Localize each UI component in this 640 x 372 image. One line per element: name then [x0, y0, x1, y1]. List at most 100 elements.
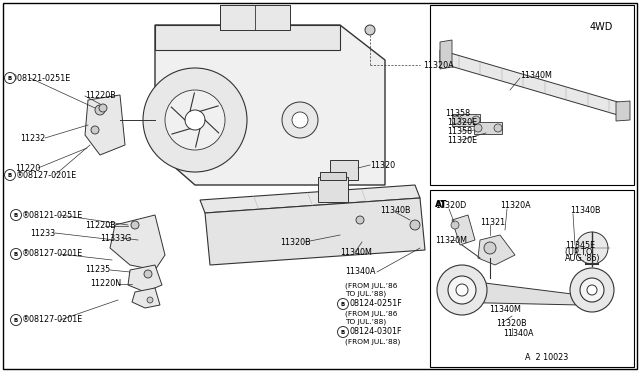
Circle shape	[337, 327, 349, 337]
Text: 11232: 11232	[20, 134, 45, 142]
Circle shape	[10, 209, 22, 221]
Text: 08124-0251F: 08124-0251F	[350, 299, 403, 308]
Text: ®08127-0201E: ®08127-0201E	[16, 170, 77, 180]
Circle shape	[99, 104, 107, 112]
Circle shape	[131, 221, 139, 229]
Text: 11320A: 11320A	[423, 61, 454, 70]
Text: 11320: 11320	[370, 160, 395, 170]
Text: (FROM JUL.’86: (FROM JUL.’86	[345, 311, 397, 317]
Polygon shape	[205, 198, 425, 265]
Bar	[318, 177, 348, 202]
Circle shape	[337, 298, 349, 310]
Circle shape	[451, 221, 459, 229]
Circle shape	[147, 297, 153, 303]
Circle shape	[448, 276, 476, 304]
Text: 11320E: 11320E	[447, 118, 477, 126]
Text: 11340A: 11340A	[503, 328, 534, 337]
Text: 11320B: 11320B	[280, 237, 310, 247]
Text: 11320A: 11320A	[500, 201, 531, 209]
Circle shape	[452, 116, 460, 124]
Polygon shape	[110, 215, 165, 270]
Text: 11340A: 11340A	[345, 267, 376, 276]
Text: 11220: 11220	[15, 164, 40, 173]
Circle shape	[570, 268, 614, 312]
Circle shape	[484, 242, 496, 254]
Text: 11220B: 11220B	[85, 90, 116, 99]
Text: 11235: 11235	[85, 266, 110, 275]
Text: AT: AT	[435, 200, 447, 209]
Polygon shape	[616, 101, 630, 121]
Text: 11320B: 11320B	[496, 318, 527, 327]
Text: TO JUL.’88): TO JUL.’88)	[345, 319, 387, 325]
Text: B: B	[14, 212, 18, 218]
Text: 11345E: 11345E	[565, 241, 595, 250]
Bar	[430, 190, 634, 367]
Circle shape	[10, 248, 22, 260]
Polygon shape	[445, 278, 580, 305]
Bar	[330, 160, 358, 180]
Text: (FROM JUL.’88): (FROM JUL.’88)	[345, 339, 401, 345]
Text: 11320E: 11320E	[447, 135, 477, 144]
Circle shape	[292, 112, 308, 128]
Text: 11220B: 11220B	[85, 221, 116, 230]
Polygon shape	[440, 40, 452, 69]
Circle shape	[95, 105, 105, 115]
Circle shape	[365, 25, 375, 35]
Circle shape	[91, 126, 99, 134]
Bar	[320, 172, 346, 180]
Circle shape	[587, 285, 597, 295]
Text: (FROM JUL.’86: (FROM JUL.’86	[345, 283, 397, 289]
Circle shape	[410, 220, 420, 230]
Text: 08124-0301F: 08124-0301F	[350, 327, 403, 337]
Text: B: B	[14, 317, 18, 323]
Polygon shape	[220, 5, 290, 30]
Circle shape	[580, 278, 604, 302]
Polygon shape	[132, 288, 160, 308]
Text: B: B	[341, 301, 345, 307]
Text: 11320M: 11320M	[435, 235, 467, 244]
Text: ®08121-0251E: ®08121-0251E	[22, 211, 83, 219]
Bar	[430, 5, 634, 185]
Text: B: B	[8, 173, 12, 177]
Circle shape	[10, 314, 22, 326]
Text: 11340M: 11340M	[489, 305, 521, 314]
Circle shape	[143, 68, 247, 172]
Text: 11333G: 11333G	[100, 234, 131, 243]
Circle shape	[282, 102, 318, 138]
Text: ®08127-0201E: ®08127-0201E	[22, 315, 83, 324]
Circle shape	[4, 73, 15, 83]
Text: B: B	[341, 330, 345, 334]
Text: 11321: 11321	[480, 218, 505, 227]
Text: 11358: 11358	[447, 126, 472, 135]
Circle shape	[185, 110, 205, 130]
Text: 4WD: 4WD	[590, 22, 613, 32]
Text: (UP TO: (UP TO	[565, 247, 593, 257]
Polygon shape	[478, 235, 515, 265]
Circle shape	[472, 116, 480, 124]
Circle shape	[456, 284, 468, 296]
Circle shape	[576, 232, 608, 264]
Text: 11220N: 11220N	[90, 279, 121, 289]
Circle shape	[165, 90, 225, 150]
Text: 11233: 11233	[30, 228, 55, 237]
Text: AUG.'86): AUG.'86)	[565, 254, 600, 263]
Text: 11340M: 11340M	[340, 247, 372, 257]
Circle shape	[494, 124, 502, 132]
Polygon shape	[155, 25, 385, 185]
Text: 11358: 11358	[445, 109, 470, 118]
Polygon shape	[155, 25, 340, 50]
Text: ®08121-0251E: ®08121-0251E	[10, 74, 71, 83]
Polygon shape	[440, 50, 628, 118]
Circle shape	[437, 265, 487, 315]
Polygon shape	[85, 95, 125, 155]
Polygon shape	[128, 265, 162, 292]
Text: ®08127-0201E: ®08127-0201E	[22, 250, 83, 259]
Polygon shape	[200, 185, 420, 213]
Circle shape	[474, 124, 482, 132]
Text: 11340B: 11340B	[570, 205, 600, 215]
Text: 11320D: 11320D	[435, 201, 467, 209]
Polygon shape	[452, 114, 480, 126]
Text: B: B	[8, 76, 12, 80]
Polygon shape	[474, 122, 502, 134]
Text: B: B	[14, 251, 18, 257]
